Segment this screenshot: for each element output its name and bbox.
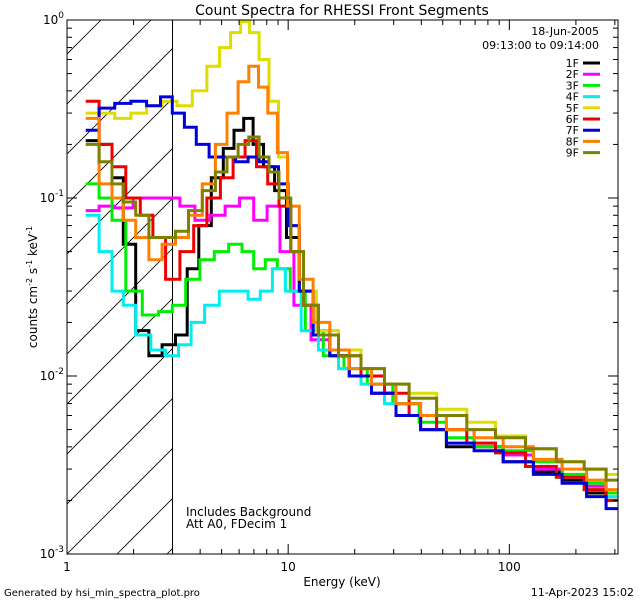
x-tick-label: 100	[498, 560, 521, 574]
hatch-line	[67, 397, 173, 505]
x-tick-label: 1	[63, 560, 71, 574]
legend-label-2F: 2F	[566, 68, 579, 81]
legend-label-9F: 9F	[566, 147, 579, 160]
y-tick-label: 10-3	[40, 545, 64, 561]
hatch-line	[67, 247, 173, 355]
legend-label-7F: 7F	[566, 124, 579, 137]
series-2F	[85, 196, 618, 495]
plot-frame	[66, 19, 619, 555]
legend-label-3F: 3F	[566, 79, 579, 92]
series-lines	[85, 20, 618, 511]
y-tick-label: 10-2	[40, 367, 64, 383]
axis-ticks: 1 10 100 100 10-1 10-2 10-3	[40, 11, 618, 574]
footer-timestamp: 11-Apr-2023 15:02	[531, 586, 634, 599]
observation-date: 18-Jun-2005	[531, 25, 599, 38]
footer-generated-by: Generated by hsi_min_spectra_plot.pro	[4, 588, 200, 599]
legend-label-1F: 1F	[566, 57, 579, 70]
annotation-background: Includes Background	[186, 505, 311, 519]
x-axis-label: Energy (keV)	[303, 575, 380, 589]
series-9F	[85, 135, 618, 482]
annotation-attenuator: Att A0, FDecim 1	[186, 517, 287, 531]
x-tick-label: 10	[281, 560, 296, 574]
observation-time-range: 09:13:00 to 09:14:00	[482, 39, 599, 52]
legend-label-4F: 4F	[566, 91, 579, 104]
legend-label-6F: 6F	[566, 113, 579, 126]
y-tick-label: 100	[43, 11, 64, 27]
y-tick-label: 10-1	[40, 189, 64, 205]
hatch-line	[67, 97, 173, 205]
hatch-line	[67, 447, 173, 554]
chart-title: Count Spectra for RHESSI Front Segments	[195, 3, 489, 19]
series-8F	[85, 64, 618, 492]
legend-label-5F: 5F	[566, 102, 579, 115]
hatch-line	[67, 197, 173, 305]
legend-label-8F: 8F	[566, 135, 579, 148]
y-axis-label: counts cm-2 s-1 keV-1	[25, 226, 40, 348]
